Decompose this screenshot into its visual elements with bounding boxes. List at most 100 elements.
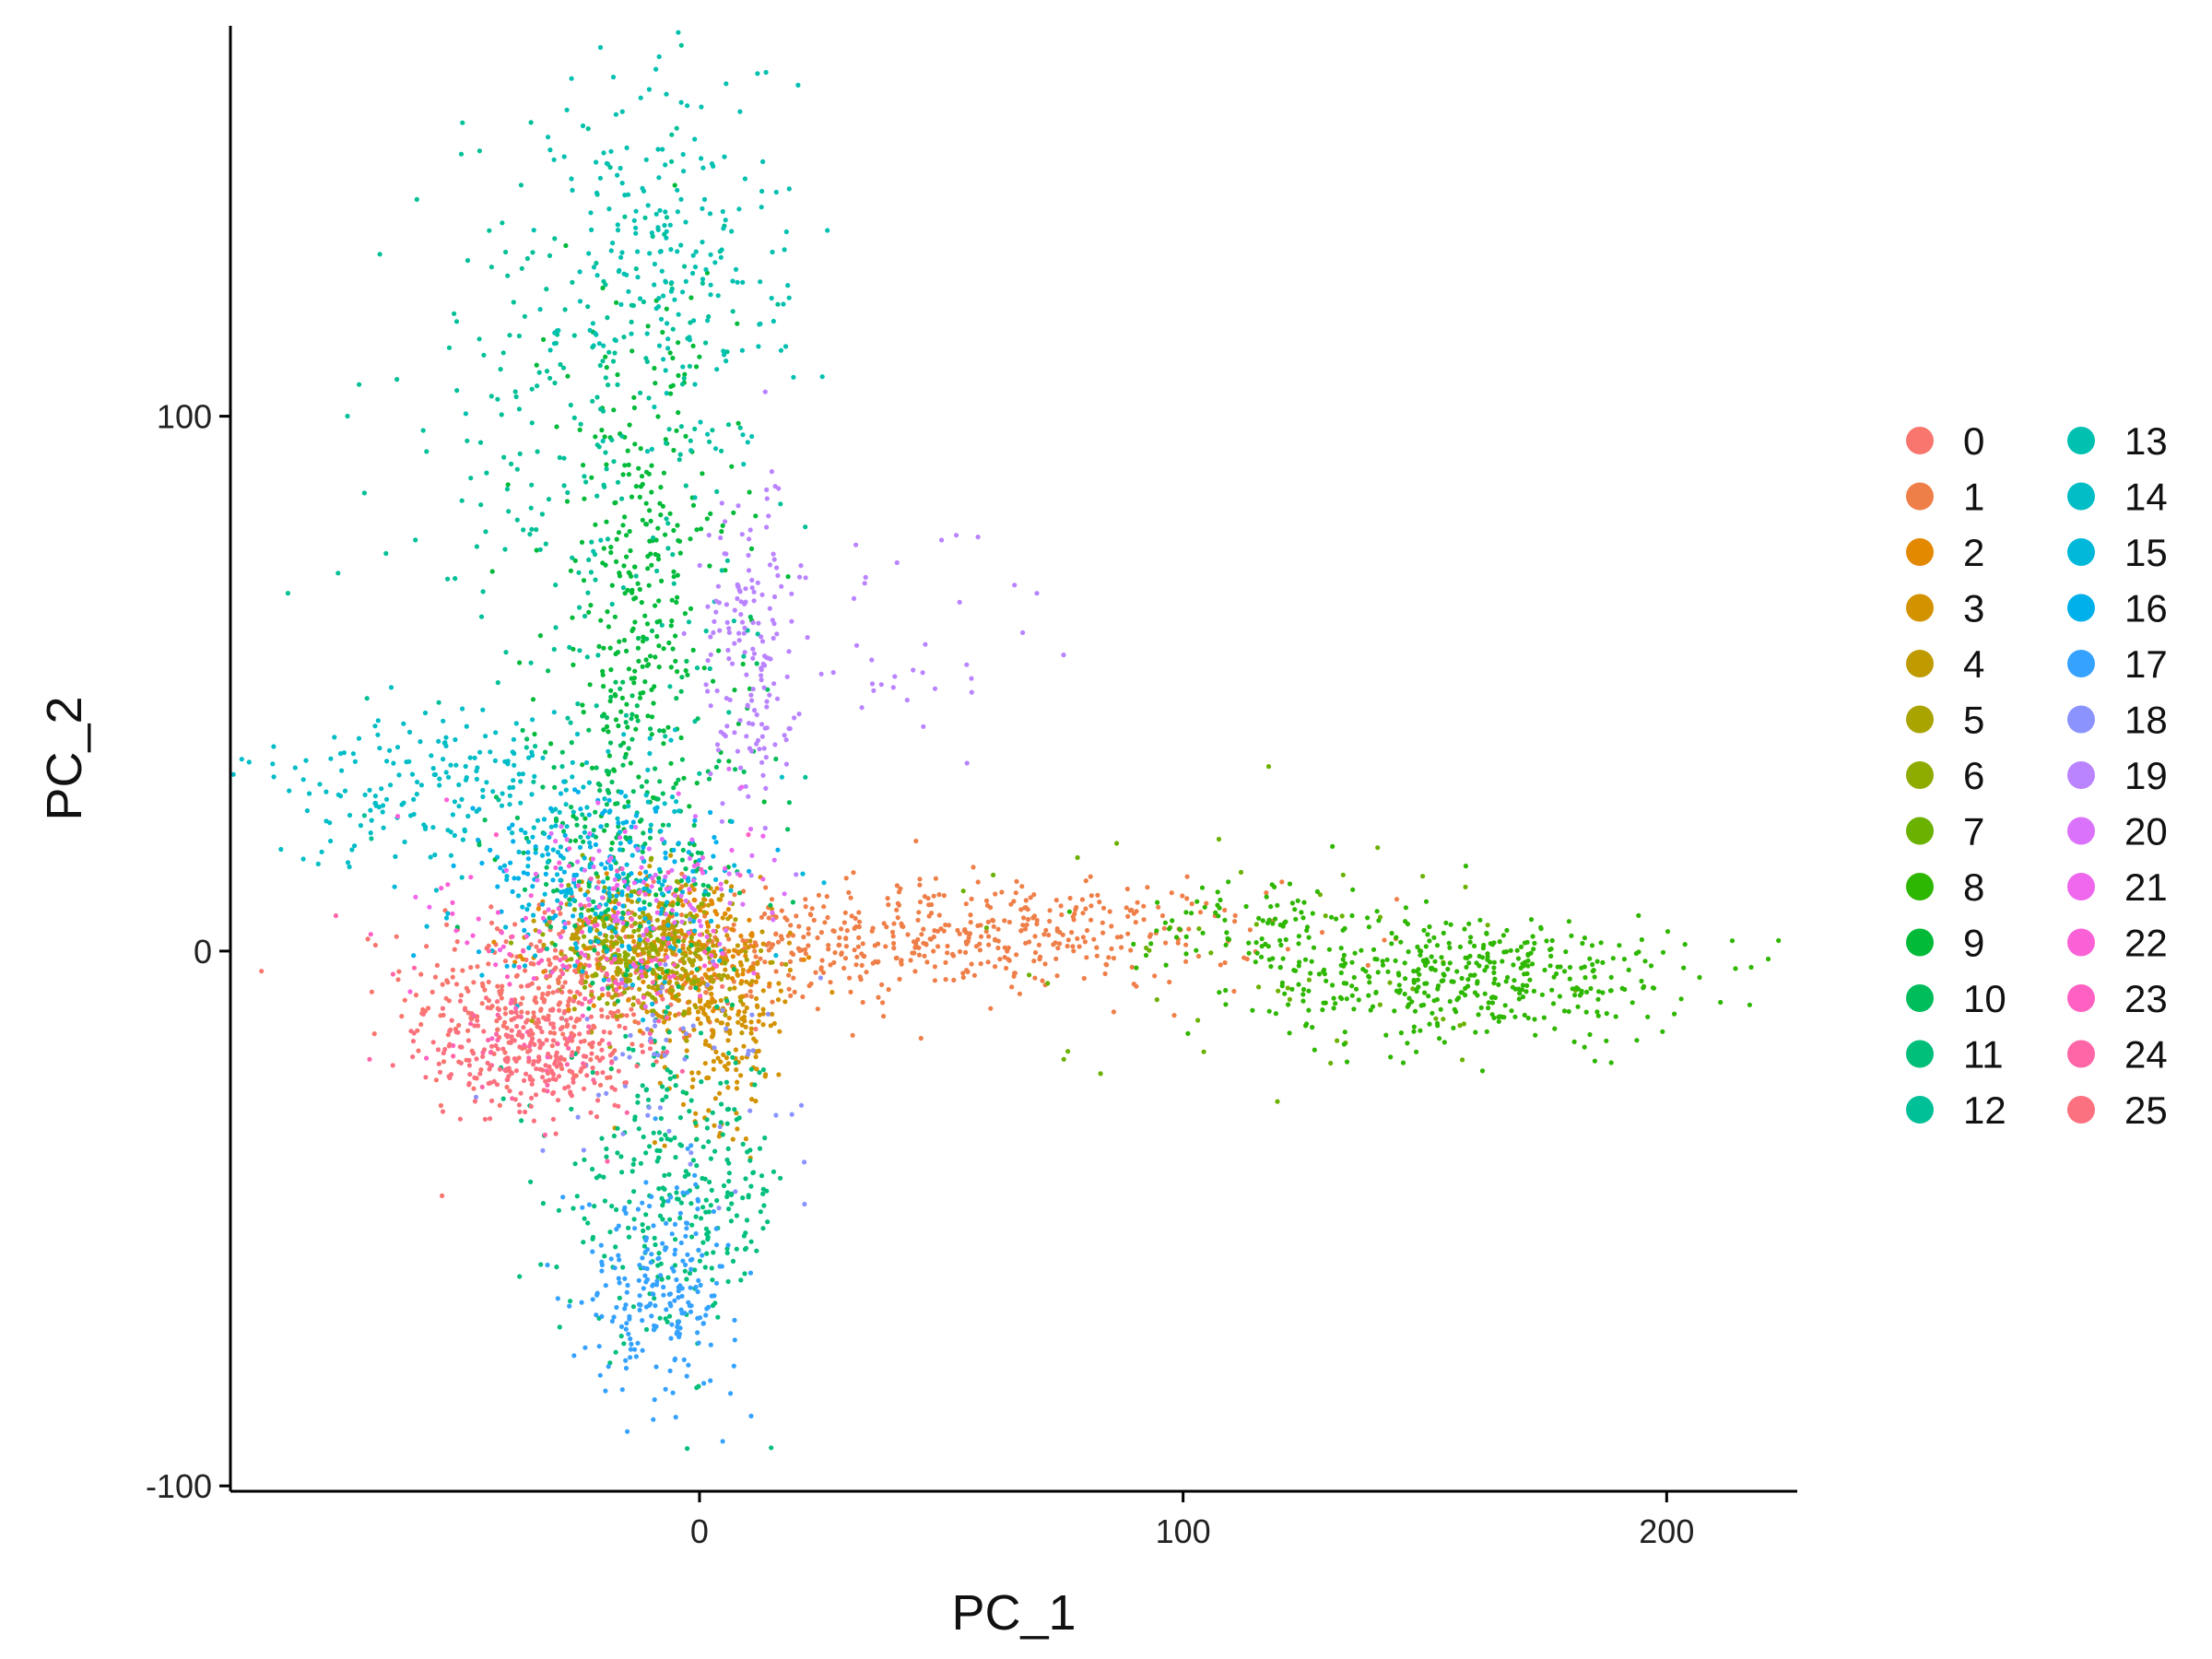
data-point <box>1589 943 1595 948</box>
data-point <box>549 970 555 975</box>
data-point <box>1385 969 1391 974</box>
data-point <box>732 730 737 735</box>
data-point <box>579 913 584 919</box>
data-point <box>749 577 755 583</box>
data-point <box>730 1258 736 1264</box>
data-point <box>728 1192 735 1197</box>
data-point <box>648 653 653 659</box>
data-point <box>629 494 635 500</box>
data-point <box>663 162 668 168</box>
data-point <box>751 589 757 594</box>
data-point <box>676 1288 681 1294</box>
data-point <box>1041 932 1047 937</box>
data-point <box>654 910 660 915</box>
data-point <box>640 517 645 523</box>
data-point <box>1482 991 1488 996</box>
data-point <box>935 944 941 949</box>
data-point <box>723 218 728 223</box>
data-point <box>869 657 875 663</box>
data-point <box>759 667 764 673</box>
data-point <box>856 919 863 924</box>
data-point <box>744 672 749 677</box>
data-point <box>604 901 609 908</box>
data-point <box>485 1060 490 1065</box>
data-point <box>724 551 729 557</box>
data-point <box>712 972 717 978</box>
data-point <box>678 1240 684 1246</box>
data-point <box>617 830 623 835</box>
data-point <box>1475 993 1480 998</box>
data-point <box>572 923 578 929</box>
data-point <box>1446 940 1452 946</box>
data-point <box>699 104 704 110</box>
data-point <box>1642 959 1648 964</box>
data-point <box>571 873 577 878</box>
data-point <box>674 888 679 893</box>
data-point <box>622 755 628 760</box>
data-point <box>649 446 654 452</box>
data-point <box>513 973 520 979</box>
data-point <box>752 1082 758 1088</box>
data-point <box>629 590 635 595</box>
data-point <box>682 1056 688 1062</box>
data-point <box>689 1256 695 1262</box>
data-point <box>270 761 276 767</box>
data-point <box>649 714 655 720</box>
data-point <box>708 252 713 257</box>
data-point <box>559 824 564 830</box>
data-point <box>788 993 794 998</box>
data-point <box>668 665 674 670</box>
data-point <box>709 1265 714 1271</box>
data-point <box>666 1128 672 1134</box>
data-point <box>496 1006 502 1012</box>
data-point <box>640 1255 645 1261</box>
data-point <box>574 945 580 951</box>
data-point <box>654 568 660 574</box>
data-point <box>524 835 530 841</box>
data-point <box>762 1135 768 1141</box>
data-point <box>411 796 417 803</box>
data-point <box>1447 960 1453 966</box>
data-point <box>563 787 569 793</box>
data-point <box>630 1012 637 1018</box>
data-point <box>581 784 586 790</box>
data-point <box>775 572 781 579</box>
data-point <box>565 489 571 496</box>
data-point <box>647 750 653 757</box>
data-point <box>668 853 674 858</box>
data-point <box>456 804 462 809</box>
data-point <box>246 759 252 765</box>
data-point <box>727 986 733 992</box>
data-point <box>631 1189 637 1194</box>
data-point <box>629 853 635 858</box>
data-point <box>477 749 483 755</box>
data-point <box>776 981 782 986</box>
data-point <box>649 230 655 236</box>
data-point <box>646 949 652 955</box>
data-point <box>623 1033 629 1039</box>
data-point <box>719 892 725 899</box>
data-point <box>618 165 623 171</box>
data-point <box>579 1300 584 1305</box>
data-point <box>522 313 528 319</box>
data-point <box>620 1265 626 1270</box>
data-point <box>700 206 705 211</box>
data-point <box>1411 1024 1417 1030</box>
data-point <box>512 762 517 768</box>
data-point <box>1392 1008 1397 1014</box>
data-point <box>644 621 651 627</box>
data-point <box>655 557 662 562</box>
data-point <box>813 970 818 975</box>
data-point <box>639 965 644 971</box>
data-point <box>568 946 573 951</box>
data-point <box>653 1059 659 1065</box>
data-point <box>630 1002 636 1007</box>
data-point <box>554 424 559 429</box>
data-point <box>613 898 618 903</box>
data-point <box>684 1373 689 1379</box>
data-point <box>607 1360 613 1366</box>
data-point <box>853 542 859 547</box>
data-point <box>1414 969 1419 974</box>
data-point <box>424 924 429 929</box>
data-point <box>661 935 666 941</box>
